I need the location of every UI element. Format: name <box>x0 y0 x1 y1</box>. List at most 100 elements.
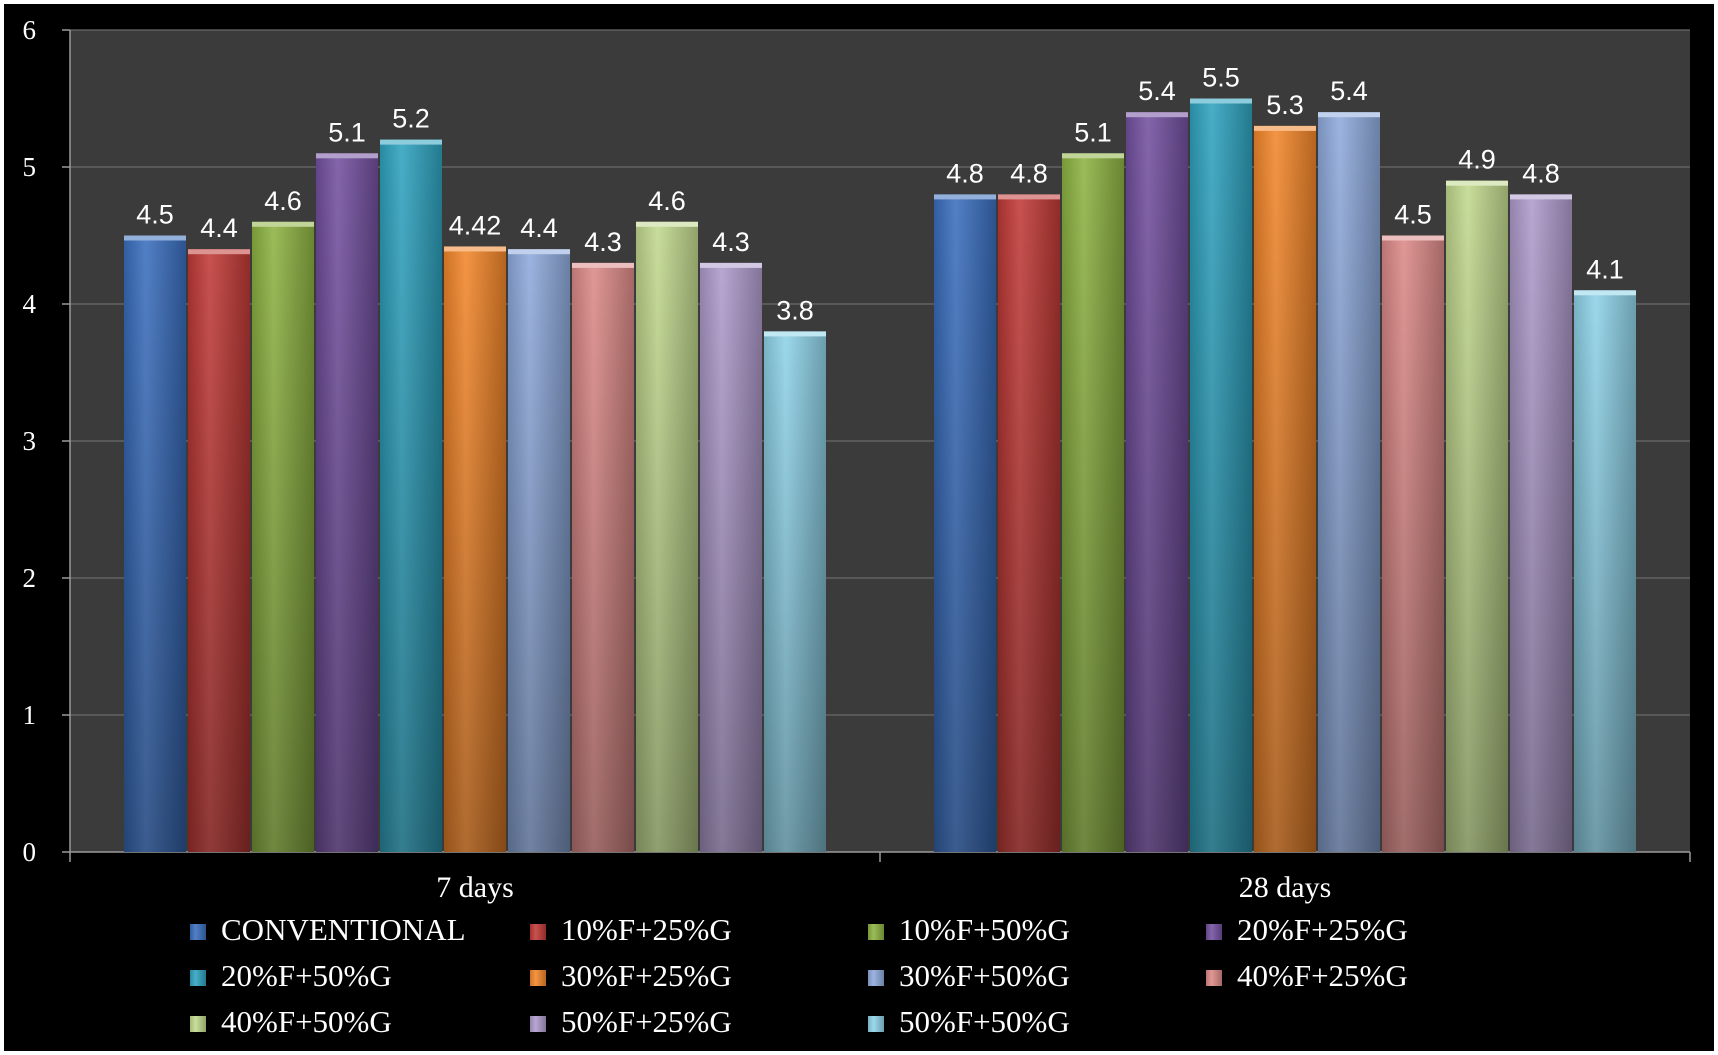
data-label: 4.3 <box>584 227 622 257</box>
data-label: 5.1 <box>1074 117 1112 147</box>
bar-top-highlight <box>1574 290 1636 296</box>
bar-shade <box>1382 235 1444 852</box>
legend-item: 10%F+25%G <box>530 912 732 947</box>
bar-top-highlight <box>380 139 442 145</box>
legend-swatch <box>190 970 206 986</box>
legend-label: 30%F+50%G <box>899 958 1070 993</box>
bar-shade <box>1446 180 1508 852</box>
x-category-label: 7 days <box>436 871 514 904</box>
y-tick-label: 1 <box>23 700 37 730</box>
legend-item: 30%F+50%G <box>868 958 1070 993</box>
data-labels: 4.5 4.4 4.6 5.1 5.2 4.42 4.4 4.3 4.6 4.3 3.8 4.8 4.8… <box>136 63 1624 326</box>
bar-shade <box>316 153 378 853</box>
bar-shade <box>188 249 250 852</box>
legend-label: 30%F+25%G <box>561 958 732 993</box>
bar-shade <box>380 139 442 853</box>
bar-shade <box>1510 194 1572 852</box>
legend-swatch <box>868 924 884 940</box>
legend-item: 40%F+50%G <box>190 1004 392 1039</box>
bar-top-highlight <box>934 194 996 200</box>
legend-label: 20%F+50%G <box>221 958 392 993</box>
bar-top-highlight <box>508 249 570 255</box>
data-label: 5.2 <box>392 104 430 134</box>
legend-item: 20%F+25%G <box>1206 912 1408 947</box>
legend: CONVENTIONAL 10%F+25%G 10%F+50%G 20%F+25%G 2… <box>190 912 1408 1039</box>
data-label: 4.1 <box>1586 254 1624 284</box>
bar-shade <box>252 221 314 853</box>
legend-label: 50%F+25%G <box>561 1004 732 1039</box>
bar-top-highlight <box>444 246 506 252</box>
bar-shade <box>1190 98 1252 852</box>
bar-top-highlight <box>572 262 634 268</box>
bar-shade <box>444 246 506 852</box>
legend-item: 50%F+50%G <box>868 1004 1070 1039</box>
legend-label: 40%F+25%G <box>1237 958 1408 993</box>
data-label: 4.3 <box>712 227 750 257</box>
legend-item: 50%F+25%G <box>530 1004 732 1039</box>
data-label: 4.4 <box>520 213 558 243</box>
data-label: 4.42 <box>449 210 502 240</box>
bar-shade <box>636 221 698 853</box>
bar-top-highlight <box>188 249 250 255</box>
bar-shade <box>508 249 570 852</box>
data-label: 4.9 <box>1458 145 1496 175</box>
bar-shade <box>124 235 186 852</box>
data-label: 4.5 <box>1394 200 1432 230</box>
bar-shade <box>1574 290 1636 852</box>
legend-swatch <box>1206 924 1222 940</box>
data-label: 5.1 <box>328 117 366 147</box>
bar-shade <box>1318 112 1380 852</box>
bar-top-highlight <box>1062 153 1124 159</box>
y-tick-label: 4 <box>23 289 37 319</box>
data-label: 4.8 <box>1522 158 1560 188</box>
data-label: 5.4 <box>1138 76 1176 106</box>
bar-top-highlight <box>252 221 314 227</box>
data-label: 3.8 <box>776 295 814 325</box>
legend-swatch <box>530 924 546 940</box>
bar-top-highlight <box>636 221 698 227</box>
bar-shade <box>1126 112 1188 852</box>
bar-shade <box>1062 153 1124 853</box>
bar-top-highlight <box>1510 194 1572 200</box>
y-tick-label: 3 <box>23 426 37 456</box>
bars <box>124 98 1636 853</box>
legend-swatch <box>190 1016 206 1032</box>
data-label: 4.5 <box>136 200 174 230</box>
bar-top-highlight <box>1190 98 1252 104</box>
legend-item: 30%F+25%G <box>530 958 732 993</box>
y-tick-label: 0 <box>23 837 37 867</box>
bar-top-highlight <box>316 153 378 159</box>
legend-swatch <box>190 924 206 940</box>
legend-label: CONVENTIONAL <box>221 912 466 947</box>
bar-top-highlight <box>1126 112 1188 118</box>
legend-swatch <box>868 970 884 986</box>
bar-shade <box>1254 125 1316 852</box>
legend-item: 10%F+50%G <box>868 912 1070 947</box>
legend-label: 50%F+50%G <box>899 1004 1070 1039</box>
data-label: 4.6 <box>648 186 686 216</box>
x-category-label: 28 days <box>1239 871 1332 904</box>
data-label: 5.3 <box>1266 90 1304 120</box>
data-label: 4.8 <box>1010 158 1048 188</box>
bar-top-highlight <box>764 331 826 337</box>
bar-top-highlight <box>998 194 1060 200</box>
data-label: 4.8 <box>946 158 984 188</box>
bar-top-highlight <box>1318 112 1380 118</box>
bar-shade <box>700 262 762 852</box>
legend-label: 40%F+50%G <box>221 1004 392 1039</box>
data-label: 5.5 <box>1202 63 1240 93</box>
bar-shade <box>764 331 826 852</box>
y-tick-label: 5 <box>23 152 37 182</box>
bar-shade <box>998 194 1060 852</box>
bar-shade <box>572 262 634 852</box>
legend-swatch <box>1206 970 1222 986</box>
legend-item: 40%F+25%G <box>1206 958 1408 993</box>
legend-swatch <box>868 1016 884 1032</box>
legend-swatch <box>530 1016 546 1032</box>
bar-top-highlight <box>1382 235 1444 241</box>
legend-item: CONVENTIONAL <box>190 912 466 947</box>
legend-label: 10%F+50%G <box>899 912 1070 947</box>
legend-label: 20%F+25%G <box>1237 912 1408 947</box>
legend-item: 20%F+50%G <box>190 958 392 993</box>
bar-shade <box>934 194 996 852</box>
